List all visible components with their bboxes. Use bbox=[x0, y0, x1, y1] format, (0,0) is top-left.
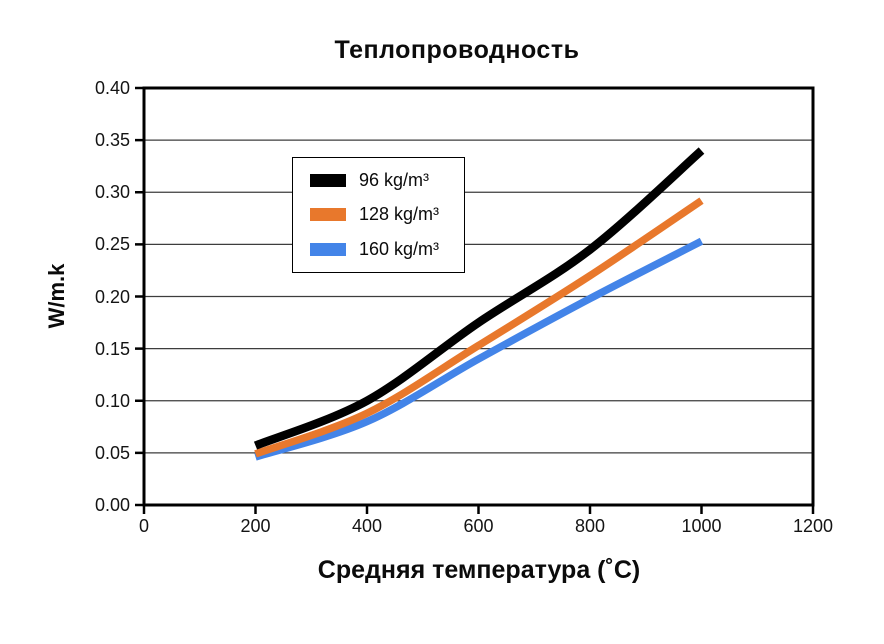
y-tick-label: 0.40 bbox=[94, 78, 130, 98]
legend-item: 128 kg/m³ bbox=[293, 204, 464, 225]
x-tick-label: 400 bbox=[351, 516, 383, 536]
legend-swatch-96 bbox=[310, 173, 346, 187]
legend-label: 128 kg/m³ bbox=[359, 204, 440, 225]
y-tick-label: 0.20 bbox=[94, 286, 130, 307]
x-axis-title: Средняя температура (˚C) bbox=[317, 556, 641, 584]
x-tick-label: 0 bbox=[138, 516, 150, 536]
x-tick-label: 200 bbox=[240, 516, 271, 536]
legend-label: 96 kg/m³ bbox=[359, 169, 430, 190]
y-tick-label: 0.25 bbox=[94, 234, 130, 255]
y-tick-label: 0.35 bbox=[94, 130, 130, 151]
legend: 96 kg/m³ 128 kg/m³ 160 kg/m³ bbox=[292, 157, 465, 273]
x-tick-label: 600 bbox=[463, 516, 494, 536]
legend-swatch-160 bbox=[310, 243, 346, 257]
legend-label: 160 kg/m³ bbox=[359, 239, 440, 260]
series-line-96 bbox=[253, 147, 705, 450]
legend-swatch-128 bbox=[310, 208, 346, 222]
series-line-128 bbox=[254, 197, 704, 458]
legend-item: 96 kg/m³ bbox=[293, 170, 464, 191]
x-tick-label: 800 bbox=[574, 516, 606, 536]
y-tick-label: 0.05 bbox=[94, 442, 130, 463]
y-tick-label: 0.15 bbox=[94, 338, 130, 359]
legend-item: 160 kg/m³ bbox=[293, 239, 464, 260]
y-tick-label: 0.10 bbox=[94, 390, 130, 411]
x-tick-label: 1000 bbox=[681, 516, 722, 536]
chart-title: Теплопроводность bbox=[334, 36, 580, 64]
series-line-160 bbox=[254, 237, 704, 461]
y-tick-label: 0.00 bbox=[94, 495, 130, 515]
y-tick-label: 0.30 bbox=[94, 182, 130, 203]
x-tick-label: 1200 bbox=[792, 516, 834, 536]
